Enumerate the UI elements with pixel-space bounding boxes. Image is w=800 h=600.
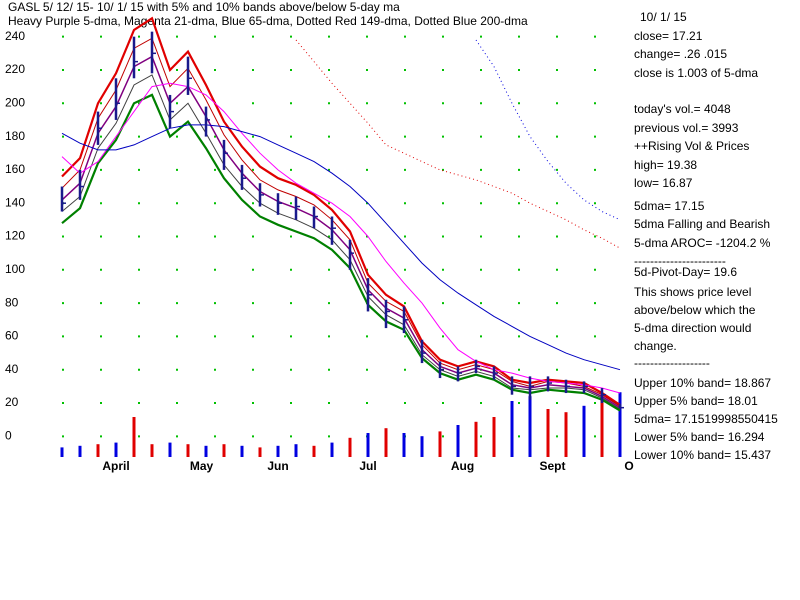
volume-bar [312, 445, 316, 457]
info-line: ----------------------- [634, 254, 726, 268]
info-line: ------------------- [634, 356, 710, 370]
y-tick-label: 220 [5, 62, 25, 76]
info-line: Lower 5% band= 16.294 [634, 430, 765, 444]
volume-bar [582, 405, 586, 457]
volume-bar [96, 444, 100, 457]
volume-bar [420, 436, 424, 457]
volume-bar [258, 447, 262, 457]
ma-line [61, 93, 621, 412]
volume-bar [528, 396, 532, 457]
x-tick-label: Sept [539, 459, 565, 473]
info-line: 10/ 1/ 15 [640, 10, 687, 24]
ma-line [61, 16, 621, 406]
info-line: close is 1.003 of 5-dma [634, 66, 758, 80]
volume-bar [240, 445, 244, 457]
y-tick-label: 120 [5, 229, 25, 243]
info-line: Lower 10% band= 15.437 [634, 448, 771, 462]
info-line: 5dma Falling and Bearish [634, 217, 770, 231]
y-tick-label: 160 [5, 162, 25, 176]
volume-bar [222, 444, 226, 457]
info-line: 5-dma direction would [634, 321, 751, 335]
volume-bar [474, 421, 478, 457]
info-line: above/below which the [634, 303, 756, 317]
info-line: Upper 10% band= 18.867 [634, 376, 771, 390]
volume-bar [276, 445, 280, 457]
volume-bar [492, 417, 496, 457]
y-tick-label: 20 [5, 395, 19, 409]
x-tick-label: Aug [451, 459, 474, 473]
volume-bar [546, 409, 550, 457]
x-tick-label: Jun [267, 459, 288, 473]
y-tick-label: 80 [5, 295, 19, 309]
volume-bar [204, 445, 208, 457]
volume-bar [402, 433, 406, 457]
y-tick-label: 100 [5, 262, 25, 276]
ma-line [61, 82, 621, 394]
volume-bar [510, 401, 514, 457]
volume-bar [384, 428, 388, 457]
y-tick-label: 240 [5, 29, 25, 43]
y-tick-label: 60 [5, 329, 19, 343]
y-tick-label: 0 [5, 429, 12, 443]
volume-bar [456, 425, 460, 457]
info-line: previous vol.= 3993 [634, 121, 739, 135]
info-line: 5-dma AROC= -1204.2 % [634, 236, 771, 250]
y-tick-label: 200 [5, 95, 25, 109]
volume-bar [366, 433, 370, 457]
chart-title: GASL 5/ 12/ 15- 10/ 1/ 15 with 5% and 10… [8, 0, 400, 14]
volume-bar [438, 431, 442, 457]
info-line: high= 19.38 [634, 158, 697, 172]
volume-bar [348, 437, 352, 457]
volume-bar [132, 417, 136, 457]
info-line: change. [634, 339, 677, 353]
info-line: 5d-Pivot-Day= 19.6 [634, 265, 737, 279]
info-line: today's vol.= 4048 [634, 102, 731, 116]
info-line: 5dma= 17.1519998550415 [634, 412, 778, 426]
x-tick-label: Jul [359, 459, 376, 473]
volume-bar [78, 445, 82, 457]
volume-bar [60, 447, 64, 457]
volume-bar [330, 442, 334, 457]
volume-bar [168, 442, 172, 457]
volume-bar [150, 444, 154, 457]
y-tick-label: 140 [5, 195, 25, 209]
info-line: ++Rising Vol & Prices [634, 139, 749, 153]
info-line: 5dma= 17.15 [634, 199, 705, 213]
ma-line [475, 39, 621, 221]
info-line: This shows price level [634, 285, 751, 299]
y-tick-label: 40 [5, 362, 19, 376]
info-line: change= .26 .015 [634, 47, 727, 61]
ma-line [61, 74, 621, 410]
ma-line [61, 37, 621, 407]
ma-line [61, 124, 621, 371]
volume-bar [114, 442, 118, 457]
x-tick-label: April [102, 459, 129, 473]
ma-line [295, 39, 621, 249]
volume-bar [600, 399, 604, 457]
info-line: Upper 5% band= 18.01 [634, 394, 758, 408]
y-tick-label: 180 [5, 129, 25, 143]
volume-bar [564, 412, 568, 457]
info-line: low= 16.87 [634, 176, 693, 190]
info-line: close= 17.21 [634, 29, 703, 43]
x-tick-label: May [190, 459, 214, 473]
volume-bar [294, 444, 298, 457]
volume-bar [618, 392, 622, 457]
volume-bar [186, 444, 190, 457]
x-tick-label: O [624, 459, 633, 473]
chart-subtitle: Heavy Purple 5-dma, Magenta 21-dma, Blue… [8, 14, 528, 28]
ma-line [61, 55, 621, 409]
